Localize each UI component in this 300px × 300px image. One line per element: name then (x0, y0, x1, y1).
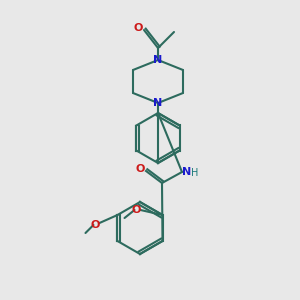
Text: O: O (132, 205, 141, 215)
Text: N: N (153, 55, 163, 65)
Text: O: O (91, 220, 100, 230)
Text: O: O (133, 23, 143, 33)
Text: O: O (135, 164, 145, 174)
Text: H: H (191, 168, 199, 178)
Text: N: N (153, 98, 163, 108)
Text: N: N (182, 167, 192, 177)
